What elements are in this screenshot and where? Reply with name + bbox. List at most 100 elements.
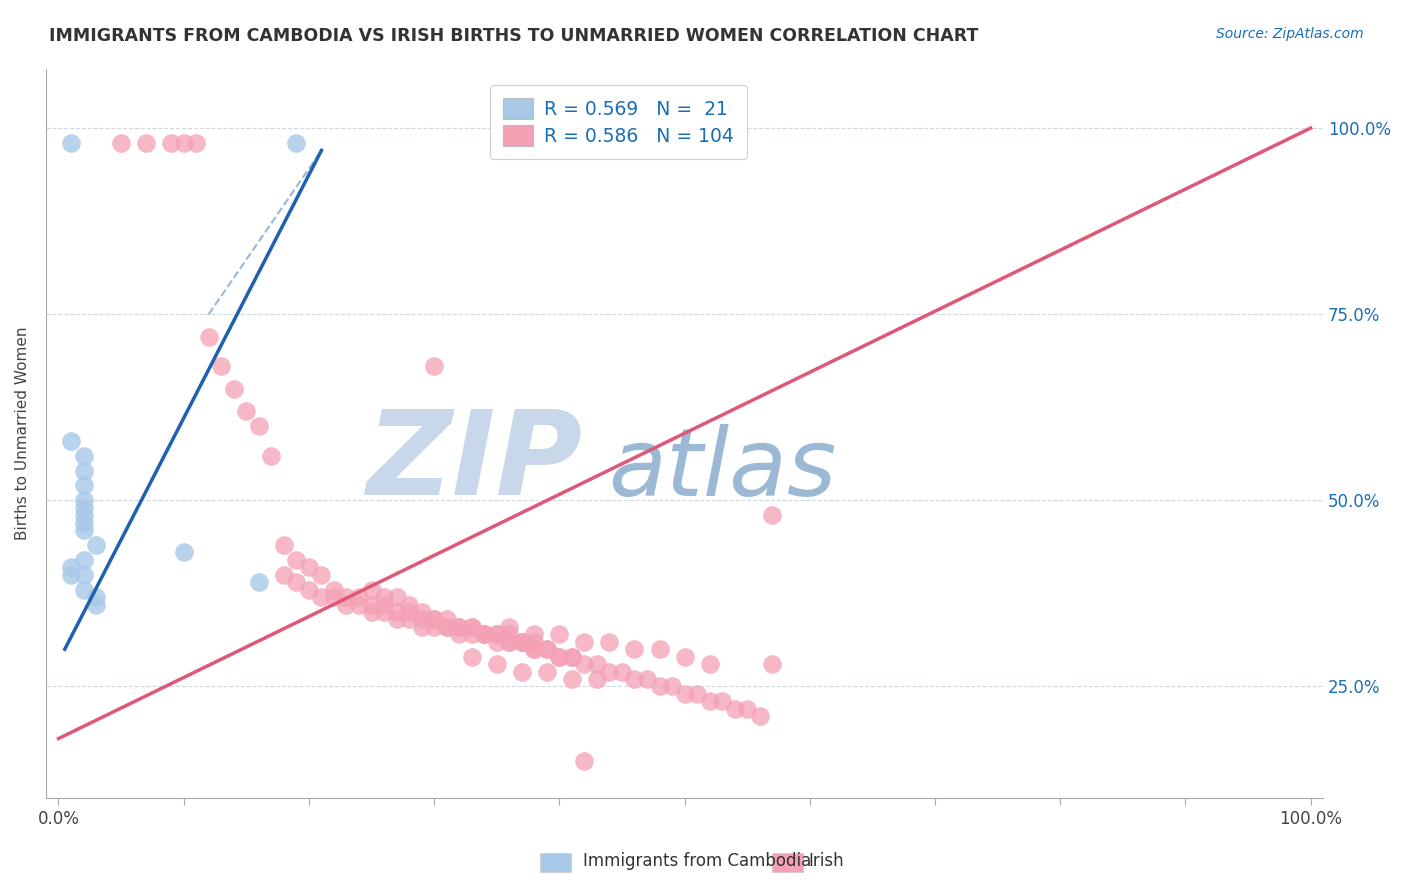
Point [623, 672, 645, 686]
Point [460, 627, 482, 641]
Point [273, 567, 295, 582]
Point [449, 620, 471, 634]
Point [135, 136, 157, 150]
Text: Source: ZipAtlas.com: Source: ZipAtlas.com [1216, 27, 1364, 41]
Point [385, 605, 408, 619]
Point [510, 665, 533, 679]
Point [335, 598, 357, 612]
Point [72, 553, 94, 567]
Point [423, 612, 446, 626]
Text: IMMIGRANTS FROM CAMBODIA VS IRISH BIRTHS TO UNMARRIED WOMEN CORRELATION CHART: IMMIGRANTS FROM CAMBODIA VS IRISH BIRTHS… [49, 27, 979, 45]
Point [260, 449, 283, 463]
Point [423, 612, 446, 626]
Point [648, 680, 671, 694]
Point [586, 672, 609, 686]
Point [460, 620, 482, 634]
Point [411, 620, 433, 634]
Point [298, 582, 321, 597]
Point [60, 560, 83, 574]
Legend: R = 0.569   N =  21, R = 0.586   N = 104: R = 0.569 N = 21, R = 0.586 N = 104 [489, 86, 747, 159]
Point [360, 582, 382, 597]
Point [197, 329, 219, 343]
Point [160, 136, 183, 150]
Point [523, 634, 546, 648]
Point [360, 598, 382, 612]
Point [523, 627, 546, 641]
Point [411, 612, 433, 626]
Point [699, 657, 721, 672]
Point [485, 634, 508, 648]
Point [72, 464, 94, 478]
Point [748, 709, 770, 723]
Point [84, 590, 107, 604]
Text: atlas: atlas [607, 425, 837, 516]
Point [285, 553, 308, 567]
Point [561, 649, 583, 664]
Point [411, 605, 433, 619]
Point [173, 545, 195, 559]
Point [536, 642, 558, 657]
Point [561, 649, 583, 664]
Point [60, 136, 83, 150]
Point [373, 590, 395, 604]
Point [623, 642, 645, 657]
Point [110, 136, 132, 150]
Point [574, 657, 596, 672]
Point [498, 627, 520, 641]
Point [373, 598, 395, 612]
Text: Irish: Irish [808, 852, 844, 870]
Point [311, 590, 333, 604]
Point [60, 567, 83, 582]
Point [523, 642, 546, 657]
Point [449, 620, 471, 634]
Point [472, 627, 495, 641]
Point [347, 598, 370, 612]
Point [385, 612, 408, 626]
Point [498, 620, 520, 634]
Point [247, 575, 270, 590]
Point [536, 665, 558, 679]
Point [510, 634, 533, 648]
Point [436, 620, 458, 634]
Point [84, 598, 107, 612]
Point [485, 627, 508, 641]
Point [460, 620, 482, 634]
Point [574, 634, 596, 648]
Point [735, 702, 758, 716]
Point [711, 694, 734, 708]
Point [72, 449, 94, 463]
Point [423, 359, 446, 374]
Point [373, 605, 395, 619]
Point [449, 627, 471, 641]
Point [598, 665, 620, 679]
Point [273, 538, 295, 552]
Point [498, 634, 520, 648]
Point [561, 672, 583, 686]
Point [586, 657, 609, 672]
Point [335, 590, 357, 604]
Point [398, 612, 420, 626]
Point [235, 404, 257, 418]
Point [247, 418, 270, 433]
Point [72, 500, 94, 515]
Point [761, 508, 783, 523]
Point [485, 627, 508, 641]
Text: ZIP: ZIP [367, 405, 582, 520]
Point [60, 434, 83, 448]
Point [498, 634, 520, 648]
Point [636, 672, 658, 686]
Point [548, 627, 571, 641]
Point [460, 649, 482, 664]
Point [72, 493, 94, 508]
Point [72, 582, 94, 597]
Point [323, 582, 346, 597]
Point [398, 598, 420, 612]
Point [285, 575, 308, 590]
Point [610, 665, 633, 679]
Point [84, 538, 107, 552]
Point [574, 754, 596, 768]
Point [661, 680, 683, 694]
Point [285, 136, 308, 150]
Point [548, 649, 571, 664]
Point [761, 657, 783, 672]
